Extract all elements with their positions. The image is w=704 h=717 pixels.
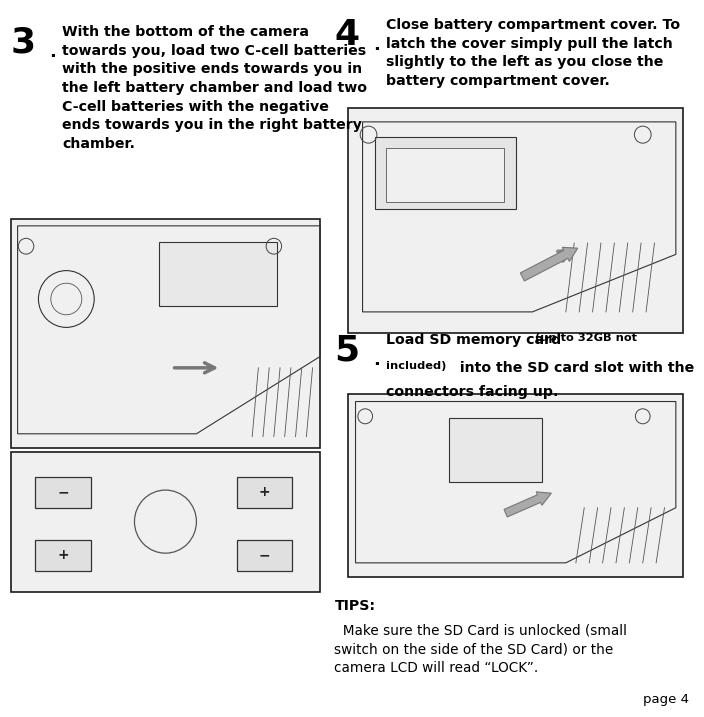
FancyArrow shape <box>504 492 551 517</box>
Text: With the bottom of the camera
towards you, load two C-cell batteries
with the po: With the bottom of the camera towards yo… <box>62 25 367 151</box>
Bar <box>237 540 292 571</box>
Bar <box>11 452 320 592</box>
Text: 4: 4 <box>334 18 360 52</box>
Text: .: . <box>49 43 56 61</box>
Text: .: . <box>373 351 380 369</box>
Text: connectors facing up.: connectors facing up. <box>386 385 558 399</box>
Bar <box>348 108 683 333</box>
Bar <box>375 137 516 209</box>
Bar <box>35 477 91 508</box>
Text: −: − <box>259 549 270 562</box>
Bar <box>449 418 543 482</box>
Text: Make sure the SD Card is unlocked (small
switch on the side of the SD Card) or t: Make sure the SD Card is unlocked (small… <box>334 624 627 675</box>
Text: TIPS:: TIPS: <box>334 599 375 613</box>
Bar <box>348 394 683 577</box>
Text: .: . <box>373 36 380 54</box>
Bar <box>159 242 277 306</box>
Text: included): included) <box>386 361 446 371</box>
Text: page 4: page 4 <box>643 693 689 706</box>
Bar <box>35 540 91 571</box>
Text: +: + <box>58 549 69 562</box>
Bar <box>237 477 292 508</box>
Text: 5: 5 <box>334 333 360 367</box>
Text: +: + <box>259 485 270 499</box>
FancyArrow shape <box>520 247 578 281</box>
Text: (up to 32GB not: (up to 32GB not <box>535 333 637 343</box>
Bar <box>11 219 320 448</box>
Text: into the SD card slot with the: into the SD card slot with the <box>455 361 695 375</box>
Bar <box>386 148 505 202</box>
Text: Close battery compartment cover. To
latch the cover simply pull the latch
slight: Close battery compartment cover. To latc… <box>386 18 680 87</box>
Text: Load SD memory card: Load SD memory card <box>386 333 566 348</box>
Text: 3: 3 <box>11 25 36 59</box>
Text: −: − <box>58 485 69 499</box>
